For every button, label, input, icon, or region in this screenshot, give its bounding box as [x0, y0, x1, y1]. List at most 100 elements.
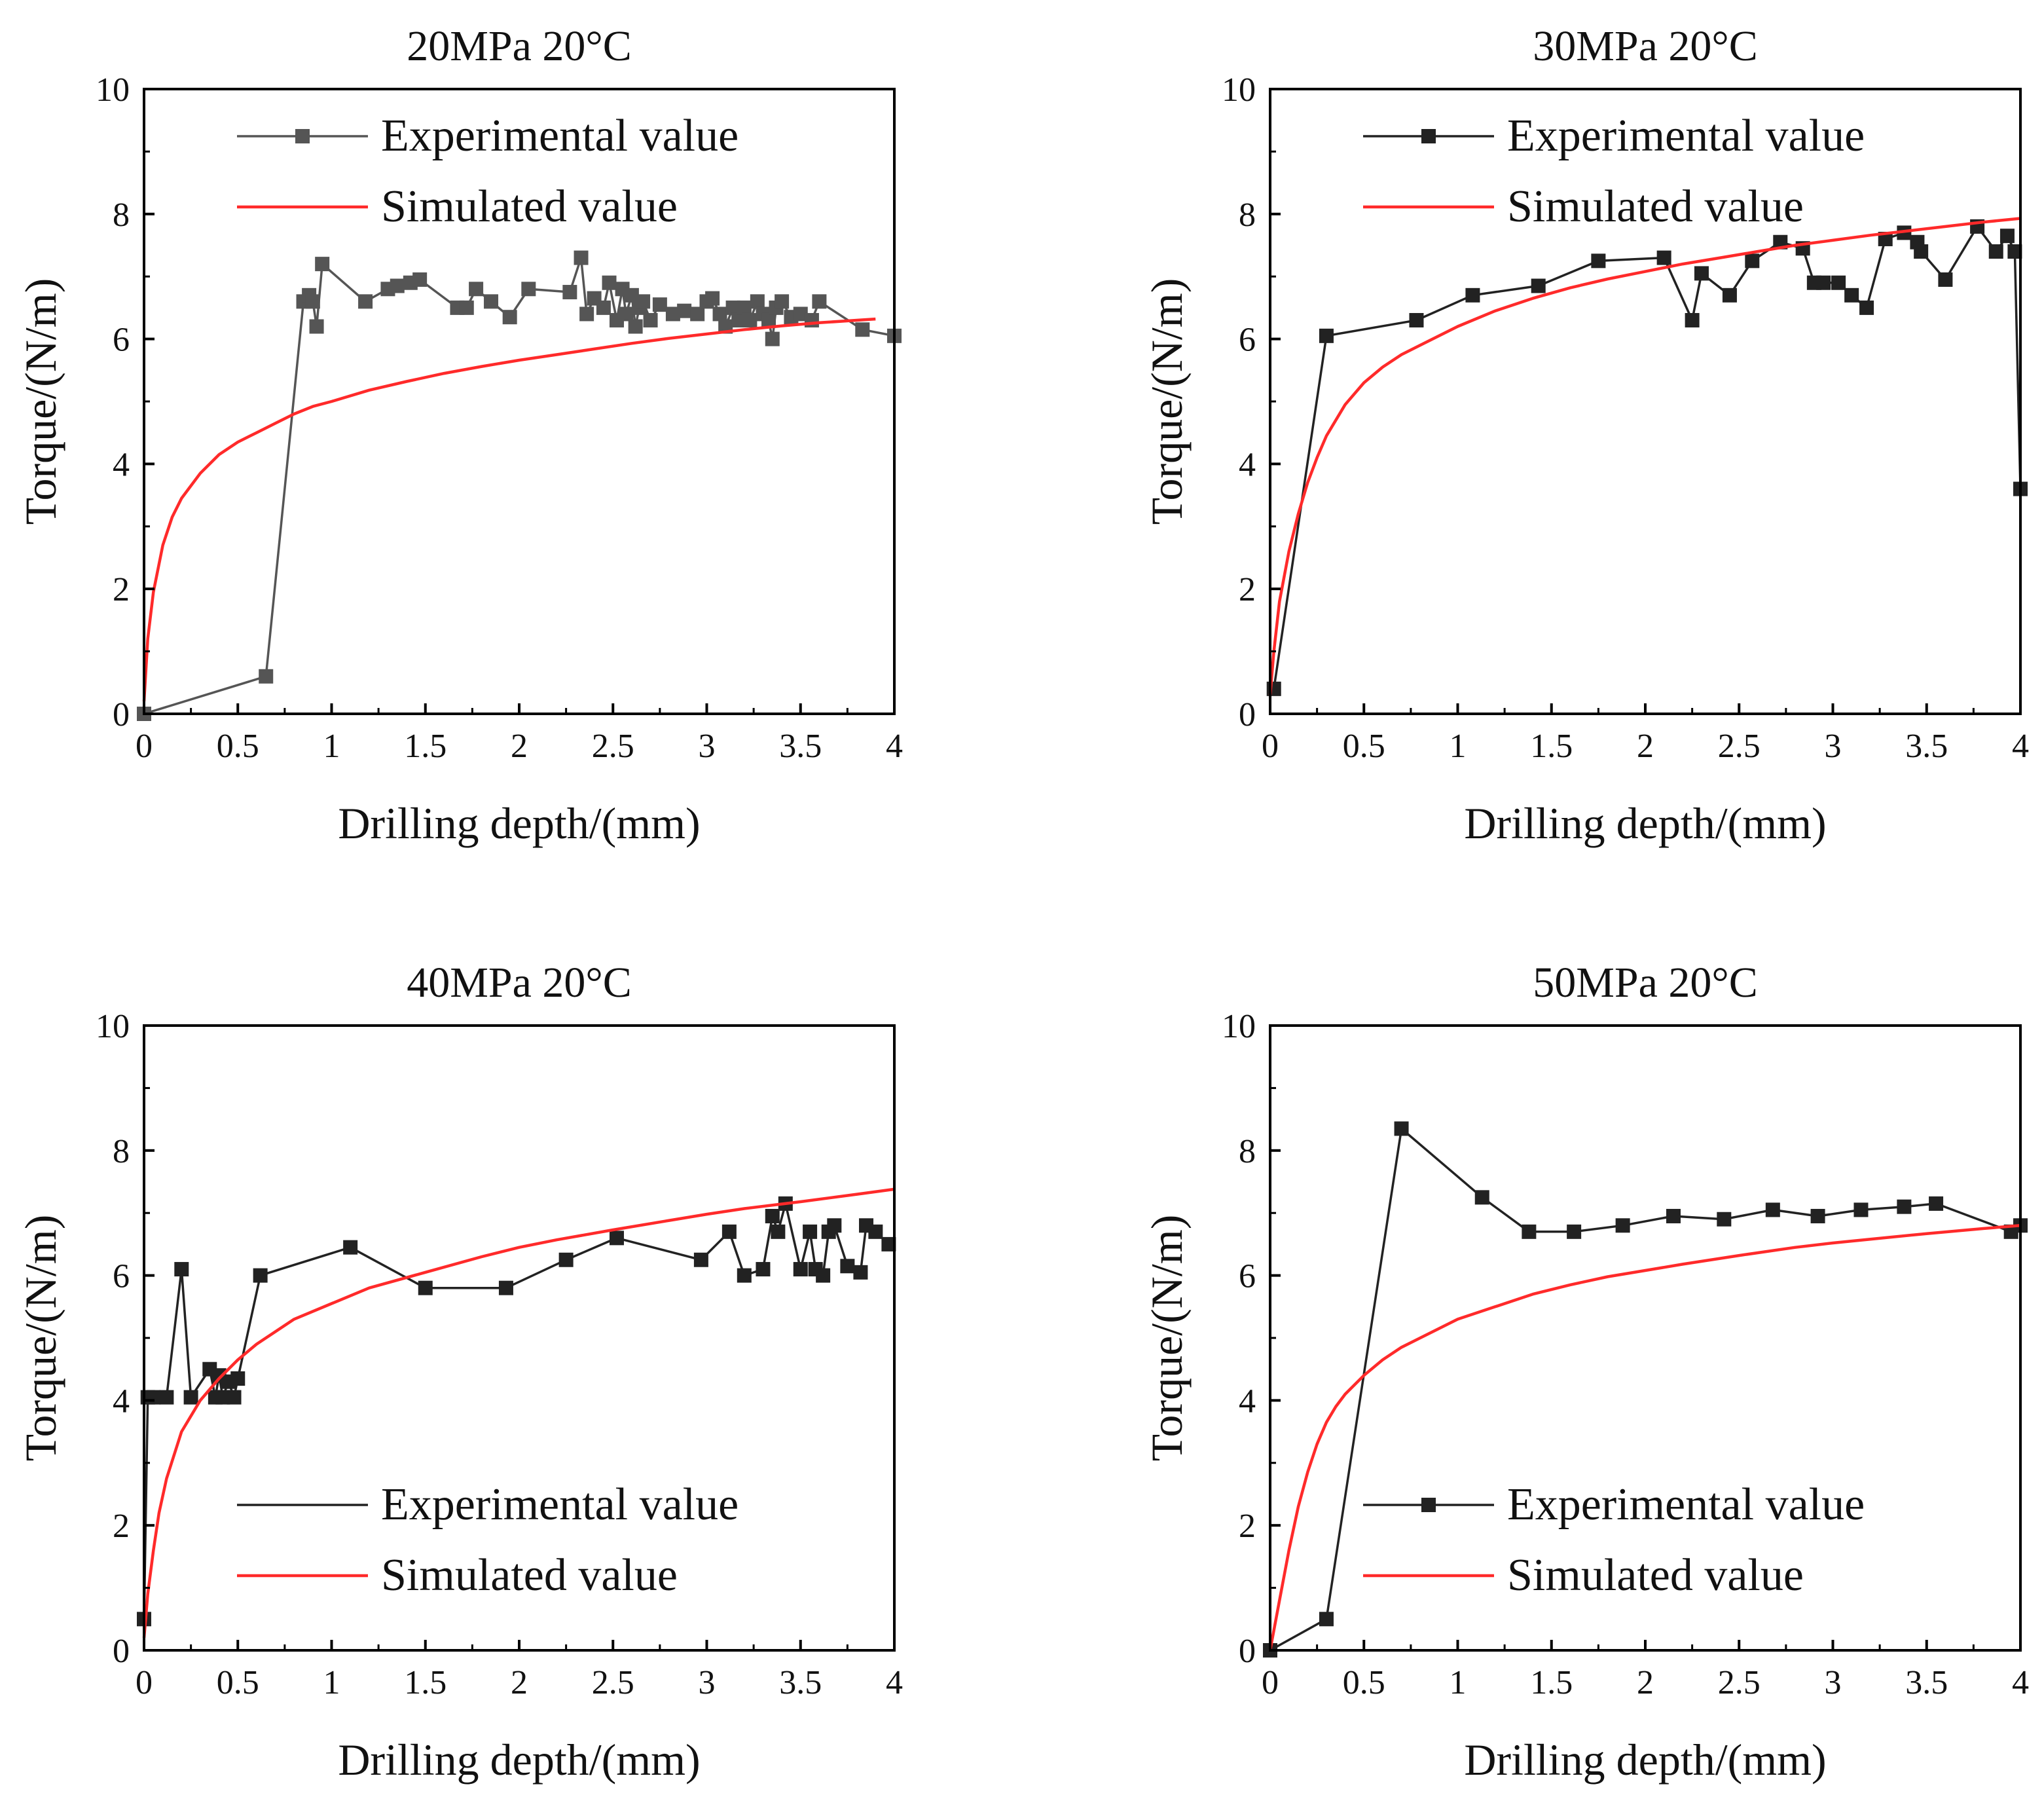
data-point: [259, 669, 274, 684]
chart-panel-4: 50MPa 20°C 0 2 4 6 8 10 0 0.5 1 1.5 2 2.5 3 3.5 4 Drilli…: [1142, 959, 2029, 1785]
data-point: [343, 1240, 358, 1255]
y-tick-label: 2: [113, 1508, 130, 1545]
x-tick-label: 3: [699, 728, 716, 765]
x-tick-label: 4: [2012, 728, 2029, 765]
experimental-line: [1269, 1127, 2021, 1652]
data-point: [230, 1371, 246, 1386]
data-point: [712, 306, 727, 322]
data-point: [215, 1390, 230, 1405]
legend-label: Experimental value: [1507, 1479, 1865, 1530]
data-point: [731, 312, 746, 327]
data-point: [693, 1252, 708, 1267]
data-point: [725, 300, 740, 315]
data-point: [1897, 1199, 1912, 1214]
chart-panel-3: 40MPa 20°C 0 2 4 6 8 10 0 0.5 1 1.5 2 2.5 3 3.5 4 Drilli…: [16, 959, 903, 1785]
x-tick-label: 1: [323, 1664, 340, 1701]
data-point: [705, 291, 720, 306]
data-point: [1717, 1212, 1732, 1227]
y-tick-label: 0: [113, 1633, 130, 1670]
x-tick-label: 2: [511, 728, 528, 765]
legend-label: Experimental value: [1507, 111, 1865, 161]
data-point: [1522, 1224, 1537, 1239]
data-point: [677, 303, 692, 318]
simulated-line: [142, 317, 876, 702]
legend-entry-1: Experimental value: [237, 111, 739, 161]
data-point: [558, 1252, 574, 1267]
x-axis-label: Drilling depth/(mm): [1464, 1735, 1826, 1785]
y-tick-label: 8: [1239, 196, 1256, 234]
legend-swatch-marker: [295, 129, 310, 143]
legend-entry-1: Experimental value: [1363, 1479, 1865, 1530]
x-tick-label: 1: [323, 728, 340, 765]
data-point: [1666, 1208, 1681, 1223]
chart-title: 30MPa 20°C: [1533, 22, 1758, 70]
legend-label: Experimental value: [381, 1479, 739, 1530]
data-point: [742, 312, 757, 327]
x-tick-label: 2.5: [592, 1664, 634, 1701]
series-2: [142, 317, 876, 702]
y-tick-label: 10: [96, 71, 130, 109]
y-tick-label: 0: [1239, 1633, 1256, 1670]
series-1: [1266, 219, 2028, 696]
data-point: [602, 275, 617, 290]
data-point: [1615, 1218, 1630, 1233]
data-point: [855, 322, 870, 337]
data-point: [803, 1224, 818, 1239]
data-point: [1878, 231, 1893, 246]
x-tick-label: 4: [2012, 1664, 2029, 1701]
y-tick-label: 10: [1222, 71, 1256, 109]
data-point: [1694, 266, 1709, 281]
y-tick-label: 0: [113, 696, 130, 733]
y-tick-label: 4: [1239, 446, 1256, 483]
legend-label: Simulated value: [381, 1550, 678, 1601]
legend-label: Simulated value: [1507, 1550, 1804, 1601]
y-tick-label: 4: [113, 446, 130, 483]
x-tick-label: 1.5: [1530, 1664, 1573, 1701]
data-point: [1685, 312, 1700, 327]
x-tick-label: 3.5: [1905, 1664, 1948, 1701]
x-tick-label: 1: [1450, 728, 1467, 765]
data-point: [765, 1208, 780, 1223]
data-point: [827, 1218, 842, 1233]
data-point: [469, 282, 484, 297]
x-tick-label: 3: [1825, 728, 1842, 765]
y-tick-label: 6: [113, 322, 130, 359]
series-1: [137, 1196, 896, 1627]
data-point: [652, 297, 667, 312]
y-axis-label: Torque/(N/m): [16, 278, 65, 525]
data-point: [1409, 312, 1424, 327]
data-point: [579, 306, 594, 322]
data-point: [643, 312, 658, 327]
data-point: [761, 312, 776, 327]
x-tick-label: 0.5: [1343, 728, 1385, 765]
data-point: [1591, 253, 1606, 269]
y-tick-label: 4: [1239, 1382, 1256, 1420]
y-axis-label: Torque/(N/m): [1142, 278, 1192, 525]
x-tick-label: 3: [699, 1664, 716, 1701]
data-point: [1859, 300, 1874, 315]
data-point: [1394, 1121, 1409, 1136]
x-tick-label: 1.5: [404, 728, 447, 765]
data-point: [628, 319, 643, 334]
data-point: [159, 1390, 174, 1405]
simulated-line: [142, 1187, 895, 1639]
data-point: [309, 319, 324, 334]
data-point: [521, 282, 536, 297]
data-point: [804, 312, 819, 327]
x-tick-label: 4: [886, 728, 903, 765]
y-axis-label: Torque/(N/m): [1142, 1215, 1192, 1462]
data-point: [1816, 275, 1831, 290]
data-point: [721, 1224, 737, 1239]
data-point: [358, 294, 373, 309]
data-point: [562, 285, 577, 300]
x-tick-label: 0: [1262, 1664, 1279, 1701]
data-point: [498, 1280, 513, 1295]
x-tick-label: 0: [136, 728, 153, 765]
data-point: [596, 300, 611, 315]
y-tick-label: 10: [1222, 1008, 1256, 1045]
legend-entry-2: Simulated value: [1363, 1550, 1804, 1601]
x-tick-label: 0: [136, 1664, 153, 1701]
data-point: [412, 272, 428, 287]
data-point: [1474, 1190, 1489, 1205]
chart-title: 20MPa 20°C: [407, 22, 632, 70]
